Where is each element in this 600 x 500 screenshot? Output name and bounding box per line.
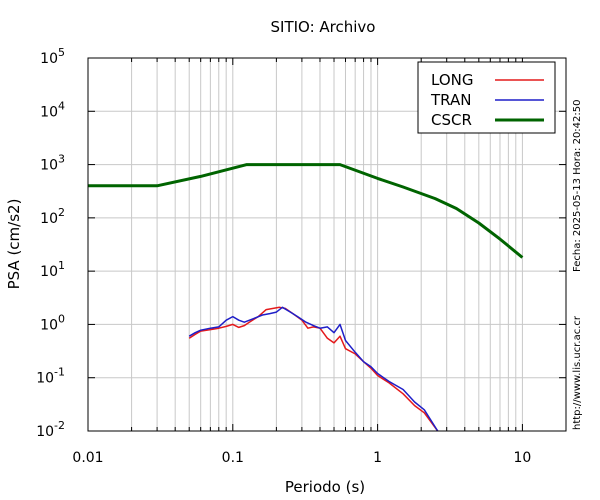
y-tick-label: 102 — [40, 206, 65, 227]
legend-label-tran: TRAN — [430, 91, 471, 109]
series-line-tran — [188, 306, 439, 432]
y-tick-label: 10-2 — [36, 419, 65, 440]
y-tick-label: 100 — [40, 312, 65, 333]
y-tick-label: 101 — [40, 259, 65, 280]
y-tick-labels: 10-2 10-1 100 101 102 103 104 105 — [36, 46, 65, 440]
x-tick-label: 1 — [373, 450, 382, 466]
series-layer — [88, 163, 524, 432]
plot-frame — [87, 57, 567, 432]
x-tick-labels: 0.01 0.1 1 10 — [72, 450, 531, 466]
y-tick-label: 104 — [40, 99, 65, 120]
side-text-url: http://www.lis.ucr.ac.cr — [572, 315, 583, 430]
legend-label-cscr: CSCR — [431, 111, 472, 129]
tick-marks — [88, 57, 567, 432]
chart-title: SITIO: Archivo — [271, 18, 376, 36]
legend: LONG TRAN CSCR — [417, 61, 556, 134]
legend-label-long: LONG — [431, 71, 473, 89]
x-tick-label: 0.1 — [222, 450, 244, 466]
side-text-timestamp: Fecha: 2025-05-13 Hora: 20:42:50 — [572, 100, 583, 273]
y-tick-label: 10-1 — [36, 366, 65, 387]
y-axis-label: PSA (cm/s2) — [5, 199, 23, 290]
y-tick-label: 105 — [40, 46, 65, 67]
x-tick-label: 10 — [513, 450, 531, 466]
y-tick-label: 103 — [40, 153, 65, 174]
x-axis-label: Periodo (s) — [285, 478, 365, 496]
x-tick-label: 0.01 — [72, 450, 103, 466]
series-line-cscr — [88, 163, 524, 259]
